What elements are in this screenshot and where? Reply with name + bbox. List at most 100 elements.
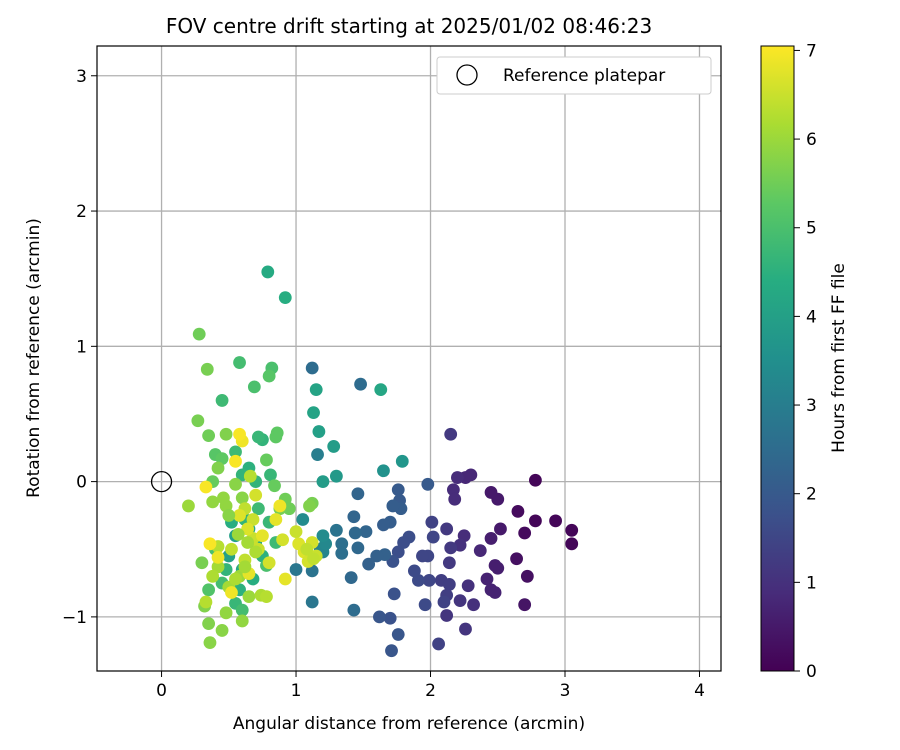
data-point xyxy=(249,545,263,559)
data-point xyxy=(235,491,249,505)
data-point xyxy=(529,473,542,487)
data-point xyxy=(312,425,326,438)
data-point xyxy=(442,556,456,570)
data-point xyxy=(251,502,265,516)
data-point xyxy=(385,644,398,658)
data-point xyxy=(440,609,454,622)
x-tick-label: 1 xyxy=(291,681,302,701)
grid xyxy=(97,46,721,671)
data-point xyxy=(289,525,303,539)
data-point xyxy=(397,536,411,549)
legend-label-reference-platepar: Reference platepar xyxy=(503,66,665,86)
data-point xyxy=(549,514,562,528)
data-point xyxy=(264,468,277,482)
data-point xyxy=(251,430,265,444)
colorbar-tick-label: 1 xyxy=(806,573,817,593)
chart-title: FOV centre drift starting at 2025/01/02 … xyxy=(166,14,652,38)
y-tick-label: 3 xyxy=(76,67,87,87)
data-point xyxy=(348,526,362,540)
data-point xyxy=(202,617,216,631)
data-point xyxy=(305,595,319,609)
data-point xyxy=(235,603,249,617)
data-point xyxy=(311,448,324,461)
data-point xyxy=(518,526,532,540)
data-point xyxy=(484,486,498,499)
x-tick-label: 2 xyxy=(425,681,436,701)
data-point xyxy=(260,590,273,603)
data-point xyxy=(247,380,261,394)
data-point xyxy=(335,537,349,551)
data-point xyxy=(444,541,458,555)
colorbar-ticks: 0 1 2 3 4 5 6 7 xyxy=(794,41,817,682)
data-point xyxy=(425,515,439,529)
data-point xyxy=(416,549,429,563)
data-point xyxy=(370,549,384,563)
data-point xyxy=(303,499,316,513)
data-point xyxy=(327,440,341,453)
data-point xyxy=(440,522,454,536)
data-point xyxy=(199,480,213,494)
legend-marker-reference-platepar xyxy=(456,64,478,86)
data-point xyxy=(233,427,246,441)
colorbar-tick-label: 3 xyxy=(806,396,817,416)
data-point xyxy=(347,603,361,617)
data-point xyxy=(202,583,216,597)
data-point xyxy=(268,479,281,493)
data-point xyxy=(273,499,287,513)
data-point xyxy=(391,483,405,497)
data-point xyxy=(347,510,361,524)
data-point xyxy=(473,544,487,557)
y-tick-label: 2 xyxy=(76,202,87,222)
data-points xyxy=(150,265,579,658)
data-point xyxy=(229,445,242,459)
data-point xyxy=(329,523,343,537)
data-point xyxy=(329,469,343,483)
data-point xyxy=(307,552,320,566)
data-point xyxy=(289,563,303,576)
axis-ticks: 0 1 2 3 4 −1 0 1 2 3 xyxy=(62,67,705,701)
data-point xyxy=(418,598,432,612)
data-point xyxy=(225,586,238,599)
data-point xyxy=(222,509,236,522)
data-point xyxy=(276,533,289,547)
data-point xyxy=(446,483,460,497)
data-point xyxy=(215,624,229,637)
data-point xyxy=(307,406,320,420)
data-point xyxy=(242,590,256,603)
data-point xyxy=(351,487,365,501)
y-axis-label: Rotation from reference (arcmin) xyxy=(24,218,44,498)
data-point xyxy=(565,537,579,551)
data-point xyxy=(421,477,435,491)
data-point xyxy=(316,529,330,543)
data-point xyxy=(206,495,220,509)
data-point xyxy=(529,514,542,528)
data-point xyxy=(182,499,195,513)
data-point xyxy=(391,628,405,641)
data-point xyxy=(249,488,263,502)
data-point xyxy=(233,356,246,369)
data-point xyxy=(262,556,276,570)
data-point xyxy=(511,504,525,518)
data-point xyxy=(448,492,462,506)
colorbar-tick-label: 4 xyxy=(806,307,817,327)
data-point xyxy=(467,598,480,612)
data-point xyxy=(426,530,440,544)
data-point xyxy=(374,383,388,397)
data-point xyxy=(432,637,445,651)
data-point xyxy=(211,550,225,564)
colorbar-tick-label: 0 xyxy=(806,662,817,682)
data-point xyxy=(442,578,456,591)
legend: Reference platepar xyxy=(436,56,712,95)
data-point xyxy=(565,523,579,537)
x-tick-label: 3 xyxy=(560,681,571,701)
colorbar: 0 1 2 3 4 5 6 7 Hours from first FF file xyxy=(760,41,849,682)
data-point xyxy=(461,579,475,593)
data-point xyxy=(437,595,451,609)
data-point xyxy=(256,529,269,543)
data-point xyxy=(238,560,252,574)
data-point xyxy=(309,383,323,397)
data-point xyxy=(383,611,397,625)
colorbar-label: Hours from first FF file xyxy=(829,263,849,453)
data-point xyxy=(278,291,292,305)
